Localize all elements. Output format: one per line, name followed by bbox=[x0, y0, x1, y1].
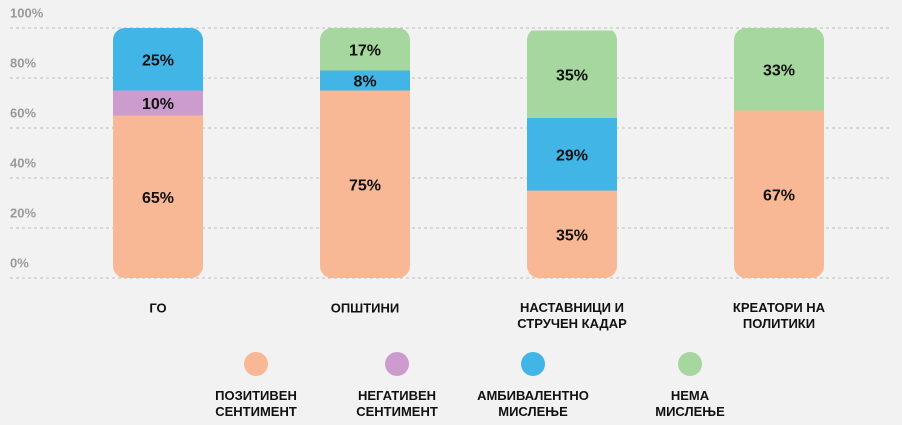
bar bbox=[734, 28, 824, 278]
bar-segment bbox=[113, 115, 203, 278]
value-label: 67% bbox=[763, 187, 795, 204]
bar-segment bbox=[113, 90, 203, 116]
value-label: 17% bbox=[349, 42, 381, 59]
bar bbox=[113, 28, 203, 278]
legend-marker bbox=[678, 352, 702, 376]
x-tick-label: КРЕАТОРИ НА ПОЛИТИКИ bbox=[733, 300, 826, 331]
legend-marker bbox=[521, 352, 545, 376]
bar-segment bbox=[320, 28, 410, 71]
legend-label: НЕГАТИВЕН СЕНТИМЕНТ bbox=[356, 388, 438, 419]
bar-segment bbox=[734, 28, 824, 111]
y-tick-label: 100% bbox=[10, 5, 44, 20]
bar-segment bbox=[320, 90, 410, 278]
y-tick-label: 60% bbox=[10, 105, 36, 120]
y-tick-label: 40% bbox=[10, 155, 36, 170]
bar-segment bbox=[734, 110, 824, 278]
x-tick-label: ГО bbox=[149, 300, 166, 315]
value-label: 35% bbox=[556, 67, 588, 84]
legend-marker bbox=[385, 352, 409, 376]
bar-segment bbox=[113, 28, 203, 91]
x-tick-label: ОПШТИНИ bbox=[331, 300, 400, 315]
value-label: 35% bbox=[556, 227, 588, 244]
bar bbox=[320, 28, 410, 278]
bar-segment bbox=[527, 118, 617, 191]
value-label: 10% bbox=[142, 96, 174, 113]
legend-label: НЕМА МИСЛЕЊЕ bbox=[655, 388, 725, 419]
y-tick-label: 0% bbox=[10, 255, 29, 270]
bar bbox=[527, 30, 617, 278]
y-tick-label: 20% bbox=[10, 205, 36, 220]
legend-label: АМБИВАЛЕНТНО МИСЛЕЊЕ bbox=[477, 388, 589, 419]
x-tick-label: НАСТАВНИЦИ И СТРУЧЕН КАДАР bbox=[517, 300, 627, 331]
value-label: 25% bbox=[142, 52, 174, 69]
bar-segment bbox=[527, 190, 617, 278]
value-label: 65% bbox=[142, 190, 174, 207]
y-tick-label: 80% bbox=[10, 55, 36, 70]
bar-segment bbox=[527, 30, 617, 118]
legend-marker bbox=[244, 352, 268, 376]
value-label: 33% bbox=[763, 62, 795, 79]
legend-label: ПОЗИТИВЕН СЕНТИМЕНТ bbox=[215, 388, 297, 419]
value-label: 75% bbox=[349, 177, 381, 194]
value-label: 29% bbox=[556, 147, 588, 164]
value-label: 8% bbox=[353, 74, 376, 91]
bar-segment bbox=[320, 70, 410, 91]
